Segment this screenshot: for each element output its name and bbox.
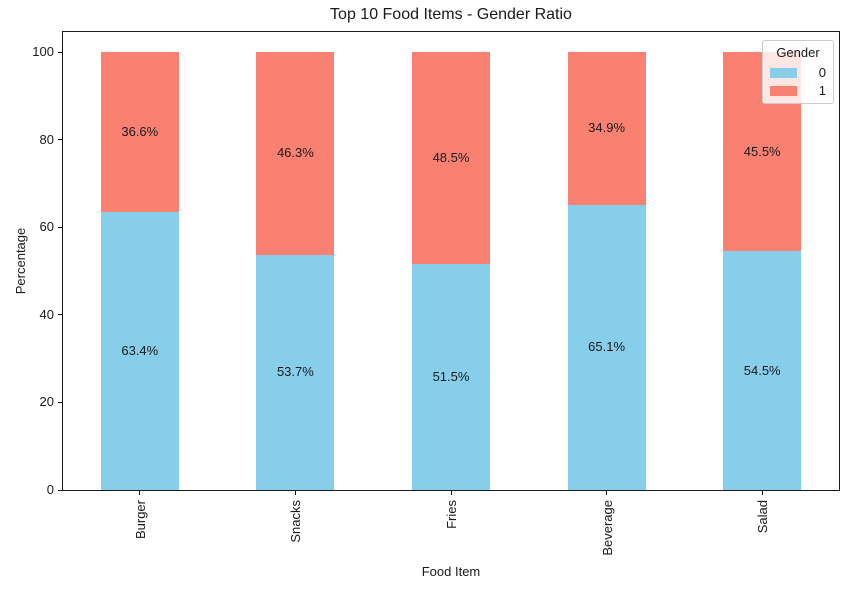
y-tick-mark [58,139,62,141]
bar-segment-fries-gender-1 [412,52,490,265]
bar-segment-salad-gender-0 [723,251,802,490]
legend-entry-label: 1 [818,83,826,98]
x-axis-label: Food Item [421,564,481,579]
legend: Gender 0 1 [762,40,834,104]
bar-value-label: 46.3% [276,145,314,161]
y-tick-label: 0 [46,482,54,497]
x-tick-mark [606,491,608,495]
bar-segment-beverage-gender-1 [567,52,646,205]
bar-value-label: 54.5% [743,362,781,378]
bar-segment-burger-gender-0 [100,212,179,490]
x-tick-label: Snacks [288,500,304,543]
y-tick-mark [58,314,62,316]
y-tick-label: 80 [39,131,54,147]
bar-segment-beverage-gender-0 [567,204,646,490]
x-tick-label: Burger [132,500,148,540]
x-tick-label: Salad [755,500,771,534]
y-tick-label: 60 [39,219,54,235]
y-axis-label: Percentage [13,227,28,295]
legend-row-gender-1: 1 [770,84,826,97]
y-tick-label: 40 [39,306,54,322]
x-tick-mark [294,491,296,495]
bar-value-label: 48.5% [432,150,470,166]
chart-title: Top 10 Food Items - Gender Ratio [330,6,572,23]
x-tick-mark [139,491,141,495]
x-tick-label: Fries [444,500,459,529]
bar-segment-fries-gender-0 [412,264,490,490]
bar-value-label: 51.5% [432,369,470,385]
bar-value-label: 53.7% [276,364,314,380]
bar-value-label: 63.4% [121,343,159,359]
bar-segment-burger-gender-1 [100,52,179,213]
y-tick-mark [58,489,62,491]
bar-value-label: 34.9% [588,120,626,136]
legend-row-gender-0: 0 [770,66,826,79]
legend-entry-label: 0 [818,65,826,80]
bar-segment-snacks-gender-0 [256,254,335,490]
y-tick-mark [58,401,62,403]
bar-segment-snacks-gender-1 [256,52,335,255]
legend-title: Gender [776,45,820,60]
bar-value-label: 45.5% [743,143,781,159]
bar-value-label: 36.6% [121,124,159,140]
y-tick-label: 20 [39,394,54,410]
y-tick-mark [58,51,62,53]
x-tick-mark [450,491,452,495]
x-tick-mark [761,491,763,495]
legend-color-patch [770,67,797,78]
bar-value-label: 65.1% [588,339,626,355]
y-tick-mark [58,226,62,228]
legend-color-patch [770,85,797,96]
y-tick-label: 100 [32,44,54,59]
x-tick-label: Beverage [599,500,615,556]
